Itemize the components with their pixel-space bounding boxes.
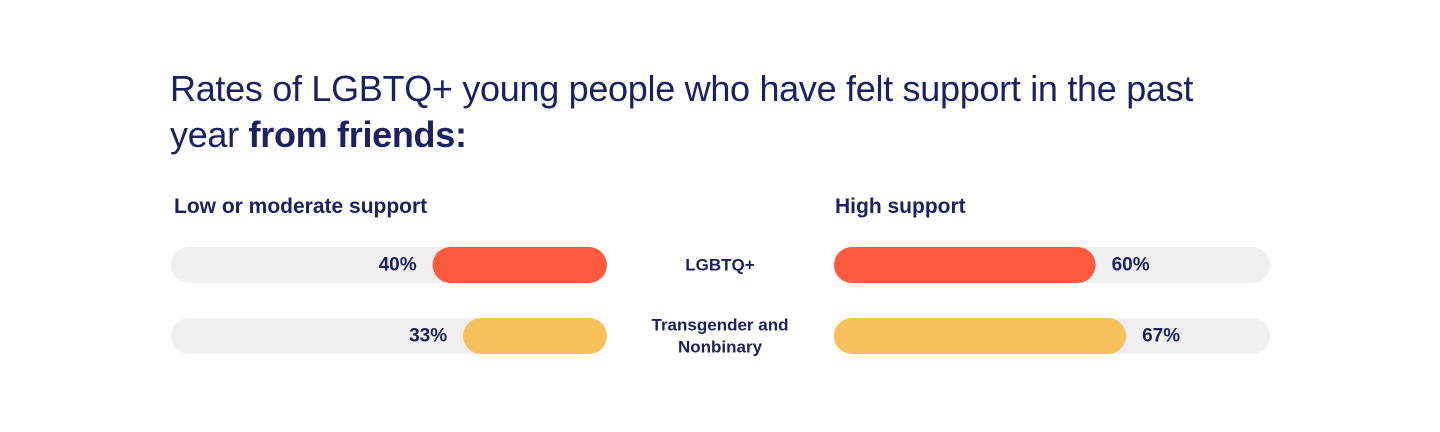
bar-high-lgbtq [834, 247, 1096, 283]
value-label-low-lgbtq: 40% [379, 255, 417, 276]
column-header-high: High support [835, 195, 966, 218]
value-label-high-lgbtq: 60% [1112, 255, 1150, 276]
bar-low-transgender-and-nonbinary [463, 318, 607, 354]
column-header-low-moderate: Low or moderate support [174, 195, 427, 218]
bars-group: 40% 60% LGBTQ+ 33% 67% Transgender and Nonbina… [171, 247, 1270, 357]
bar-high-transgender-and-nonbinary [834, 318, 1127, 354]
value-label-low-transgender-and-nonbinary: 33% [409, 326, 447, 347]
chart-title-normal: Rates of LGBTQ+ young people who have fe… [170, 68, 1194, 155]
bar-low-lgbtq [432, 247, 607, 283]
chart-title-bold: from friends: [248, 114, 467, 155]
category-label-transgender-and-nonbinary: Transgender and Nonbinary [652, 316, 789, 357]
value-label-high-transgender-and-nonbinary: 67% [1142, 326, 1180, 347]
category-label-lgbtq: LGBTQ+ [685, 256, 754, 275]
chart-title: Rates of LGBTQ+ young people who have fe… [170, 66, 1270, 158]
